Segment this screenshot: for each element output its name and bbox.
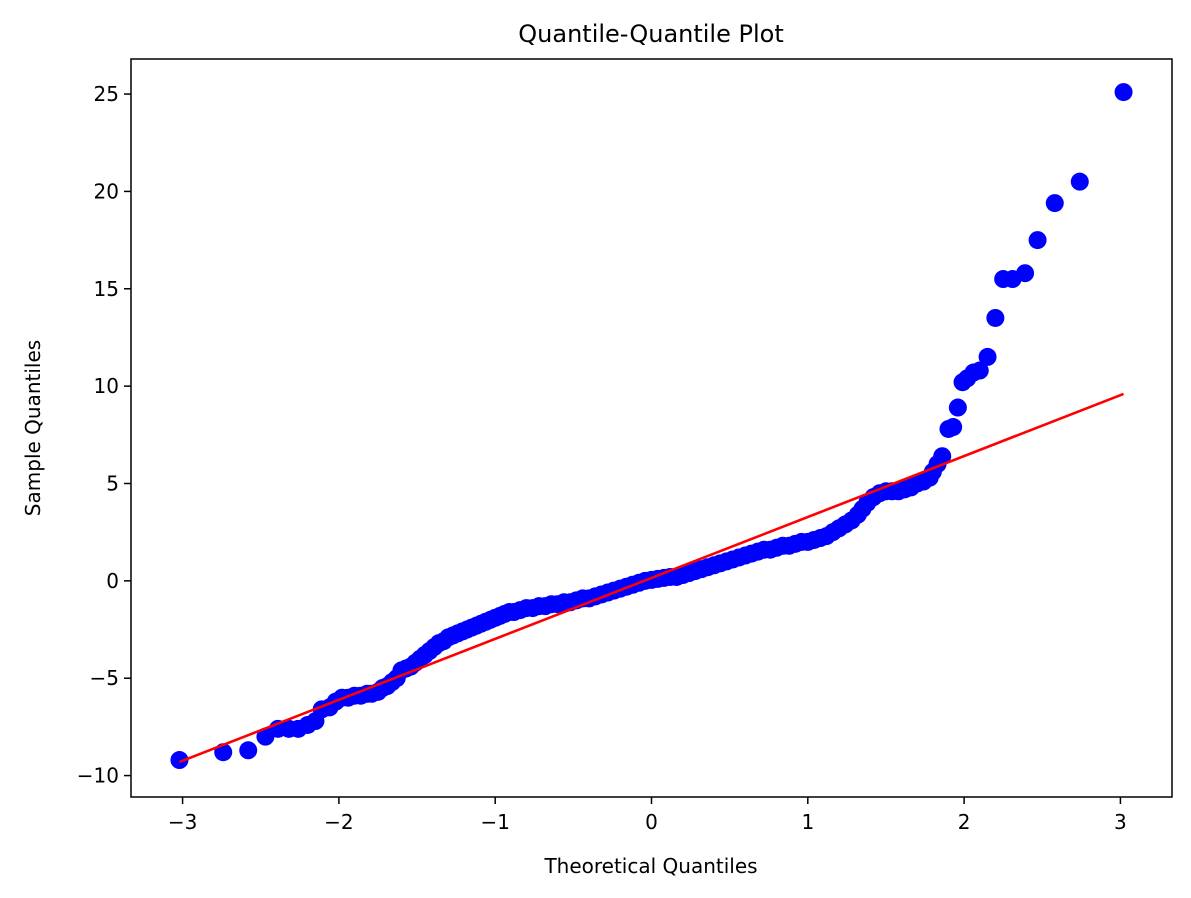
- x-tick-label: 3: [1114, 810, 1127, 834]
- plot-frame: [130, 58, 1173, 798]
- qq-point: [978, 347, 997, 366]
- y-tick-label: 25: [94, 82, 119, 106]
- qq-point: [944, 418, 963, 437]
- chart-title: Quantile-Quantile Plot: [518, 20, 783, 48]
- qq-point: [1070, 172, 1089, 191]
- plot-area: [170, 83, 1133, 770]
- x-tick-label: −2: [324, 810, 353, 834]
- y-tick-label: 10: [94, 374, 119, 398]
- qq-point: [239, 741, 258, 760]
- qq-point: [1114, 83, 1133, 102]
- y-tick-label: 0: [106, 569, 119, 593]
- qq-point: [986, 308, 1005, 327]
- y-tick-label: 15: [94, 277, 119, 301]
- x-axis-label: Theoretical Quantiles: [543, 854, 757, 878]
- x-tick-label: 2: [958, 810, 971, 834]
- y-tick-label: 20: [94, 179, 119, 203]
- qq-point: [1028, 231, 1047, 250]
- x-tick-label: −3: [168, 810, 197, 834]
- qq-point: [170, 751, 189, 770]
- qq-point: [933, 447, 952, 466]
- qq-point: [1016, 264, 1035, 283]
- qq-point: [1045, 194, 1064, 213]
- y-axis-label: Sample Quantiles: [21, 340, 45, 516]
- x-tick-label: 0: [645, 810, 658, 834]
- y-tick-label: −10: [77, 764, 119, 788]
- qq-point: [970, 361, 989, 380]
- x-tick-label: −1: [480, 810, 509, 834]
- y-tick-label: 5: [106, 471, 119, 495]
- y-tick-label: −5: [90, 666, 119, 690]
- reference-line: [178, 392, 1125, 764]
- x-tick-label: 1: [801, 810, 814, 834]
- qq-point: [948, 398, 967, 417]
